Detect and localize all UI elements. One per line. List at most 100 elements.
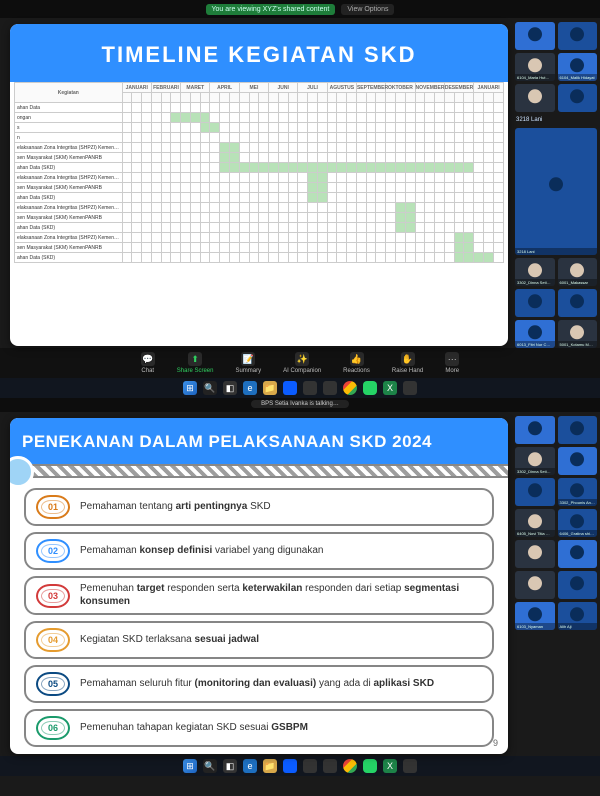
toolbar-raise-hand[interactable]: ✋Raise Hand [392,352,423,374]
participant-tile[interactable] [558,571,598,599]
gantt-cell [220,143,230,153]
participant-tile[interactable]: 6001_Makassar [558,258,598,286]
participant-tile[interactable] [558,416,598,444]
gantt-cell [337,243,347,253]
edge-icon[interactable]: e [243,381,257,395]
toolbar-summary[interactable]: 📝Summary [235,352,261,374]
month-header: DESEMBER [444,83,473,93]
app-icon[interactable] [323,381,337,395]
search-button[interactable]: 🔍 [203,381,217,395]
explorer-icon[interactable]: 📁 [263,759,277,773]
participant-tile[interactable]: 6104_Malik Hidayat [558,53,598,81]
participant-tile[interactable]: 3218 Lani [515,128,597,255]
edge-icon[interactable]: e [243,759,257,773]
participant-tile[interactable] [558,84,598,112]
gantt-cell [483,173,493,183]
emphasis-item: 05Pemahaman seluruh fitur (monitoring da… [24,665,494,703]
app-icon[interactable] [303,759,317,773]
start-button[interactable]: ⊞ [183,381,197,395]
whatsapp-icon[interactable] [363,381,377,395]
participant-tile[interactable]: 3302_Phounis Andente [558,478,598,506]
item-number-badge: 05 [36,672,70,696]
participant-tile[interactable] [515,22,555,50]
whatsapp-icon[interactable] [363,759,377,773]
toolbar-share-screen[interactable]: ⬆Share Screen [177,352,214,374]
participant-tile[interactable]: 5001_Kotamu Moh… [558,320,598,348]
app-icon[interactable] [323,759,337,773]
participant-tile[interactable]: 6406_Gratina shirt A… [558,509,598,537]
participant-tile[interactable] [515,540,555,568]
toolbar-more[interactable]: ⋯More [445,352,459,374]
participant-tile[interactable]: 6405_Novi Titia W… [515,509,555,537]
participant-tile[interactable]: 6013_Fitri Nur Cah… [515,320,555,348]
gantt-cell [454,163,464,173]
gantt-cell [200,243,210,253]
gantt-cell [337,213,347,223]
gantt-cell [405,203,415,213]
gantt-cell [151,253,161,263]
participant-tile[interactable] [515,416,555,444]
excel-icon[interactable]: X [383,381,397,395]
participant-tile[interactable] [558,289,598,317]
app-icon[interactable] [403,381,417,395]
gantt-cell [317,243,327,253]
gantt-cell [142,103,152,113]
participant-tile[interactable] [558,22,598,50]
gantt-cell [220,103,230,113]
participant-tile[interactable] [515,571,555,599]
gantt-cell [151,163,161,173]
gantt-cell [288,163,298,173]
toolbar-chat[interactable]: 💬Chat [141,352,155,374]
participant-tile[interactable]: 6104_Maria Hut… [515,53,555,81]
participant-tile[interactable]: 3302_Dinna Setia Pu… [515,258,555,286]
chrome-icon[interactable] [343,381,357,395]
gantt-cell [122,123,132,133]
participant-tile[interactable] [515,478,555,506]
gantt-cell [259,133,269,143]
gantt-cell [288,123,298,133]
gantt-cell [298,163,308,173]
app-icon[interactable] [403,759,417,773]
gantt-cell [269,213,279,223]
month-header: JULI [298,83,327,93]
gantt-cell [239,133,249,143]
zoom-icon[interactable] [283,381,297,395]
gantt-cell [464,163,474,173]
task-view-button[interactable]: ◧ [223,381,237,395]
gantt-cell [122,113,132,123]
week-header [171,93,181,103]
participant-tile[interactable] [558,540,598,568]
toolbar-reactions[interactable]: 👍Reactions [343,352,370,374]
search-button[interactable]: 🔍 [203,759,217,773]
start-button[interactable]: ⊞ [183,759,197,773]
gantt-cell [435,103,445,113]
gantt-cell [151,103,161,113]
participant-tile[interactable] [515,84,555,112]
task-view-button[interactable]: ◧ [223,759,237,773]
shared-slide-penekanan: PENEKANAN DALAM PELAKSANAAN SKD 2024 01P… [10,418,508,754]
participants-panel: 3302_Dinna Setia Pu…3302_Phounis Andente… [512,412,600,756]
zoom-icon[interactable] [283,759,297,773]
participant-tile[interactable]: Alih Aji [558,602,598,630]
participant-tile[interactable] [558,447,598,475]
app-icon[interactable] [303,381,317,395]
gantt-cell [249,173,259,183]
participant-tile[interactable] [515,289,555,317]
gantt-cell [230,243,240,253]
gantt-cell [454,103,464,113]
gantt-cell [435,123,445,133]
view-options-dropdown[interactable]: View Options [341,4,394,15]
avatar-icon [570,325,584,339]
gantt-cell [259,223,269,233]
gantt-cell [278,253,288,263]
gantt-cell [200,203,210,213]
chrome-icon[interactable] [343,759,357,773]
gantt-cell [425,193,435,203]
gantt-cell [366,143,376,153]
gantt-cell [210,133,220,143]
explorer-icon[interactable]: 📁 [263,381,277,395]
excel-icon[interactable]: X [383,759,397,773]
participant-tile[interactable]: 3302_Dinna Setia Pu… [515,447,555,475]
participant-tile[interactable]: 6103_Nyaman [515,602,555,630]
toolbar-ai-companion[interactable]: ✨AI Companion [283,352,321,374]
